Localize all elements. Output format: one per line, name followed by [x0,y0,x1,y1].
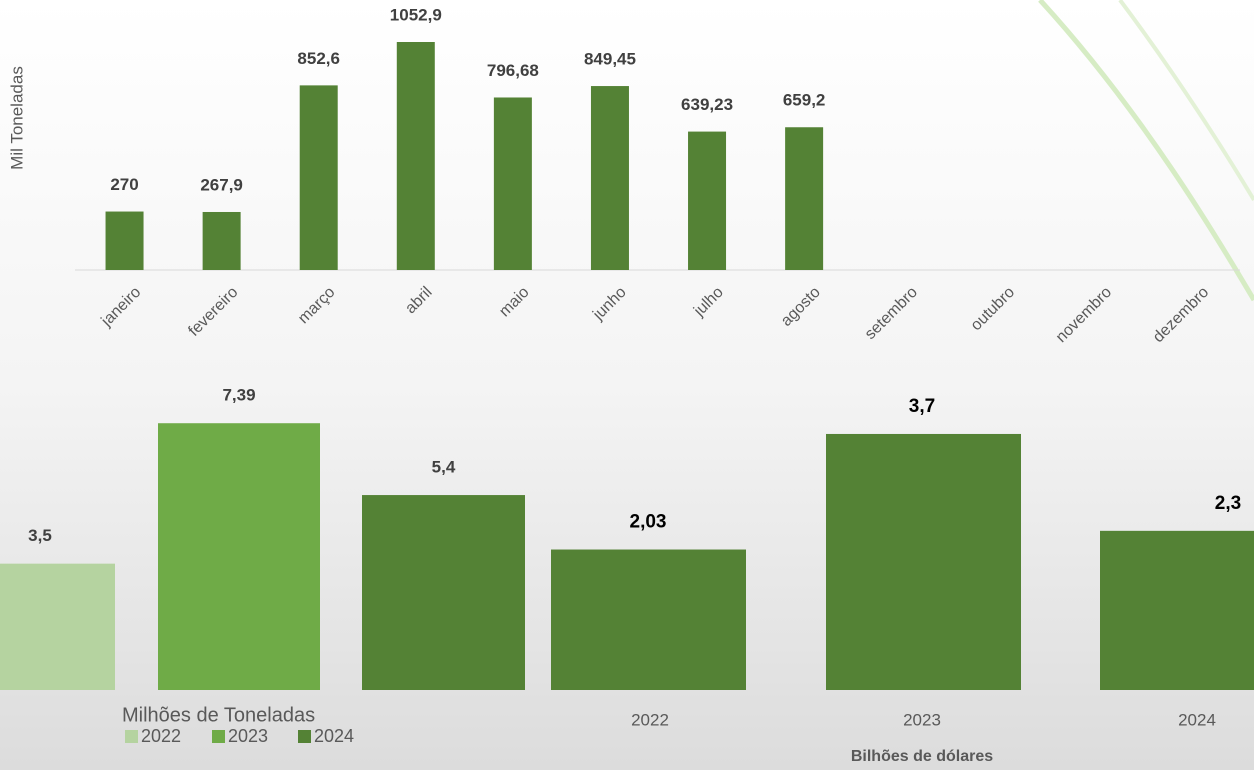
bar [826,433,1021,690]
legend-label: 2024 [314,726,354,746]
data-label: 3,5 [28,526,52,545]
data-label: 2,03 [630,512,667,533]
data-label: 267,9 [200,175,243,194]
data-label: 849,45 [584,50,636,69]
data-label: 270 [110,175,138,194]
y-axis-label: Mil Toneladas [7,66,26,170]
data-label: 3,7 [909,396,935,417]
data-label: 852,6 [297,49,340,68]
x-tick-label: 2022 [631,710,669,729]
data-label: 7,39 [222,386,255,405]
bar [493,97,532,271]
decor-curve [1038,0,1254,302]
decor-curve [1118,0,1254,202]
x-tick-label: 2024 [1178,710,1216,729]
data-label: 639,23 [681,95,733,114]
bar [362,495,525,690]
bar [299,85,338,270]
data-label: 1052,9 [390,5,442,24]
legend-swatch [212,730,225,743]
bar [202,211,241,270]
data-label: 2,3 [1215,493,1241,514]
chart-title: Milhões de Toneladas [122,704,315,726]
bar [551,549,746,690]
x-axis-label: Bilhões de dólares [851,748,993,765]
data-label: 659,2 [783,91,826,110]
bar [785,127,824,270]
bar [688,131,727,270]
data-label: 5,4 [432,458,456,477]
legend-swatch [125,730,138,743]
bar [158,423,320,690]
legend-swatch [298,730,311,743]
legend-label: 2023 [228,726,268,746]
x-tick-label: 2023 [903,710,941,729]
data-label: 796,68 [487,61,539,80]
bar [1100,530,1254,690]
bar [0,563,115,690]
bar [105,211,144,270]
legend-label: 2022 [141,726,181,746]
bar [590,86,629,271]
bar [396,42,435,270]
